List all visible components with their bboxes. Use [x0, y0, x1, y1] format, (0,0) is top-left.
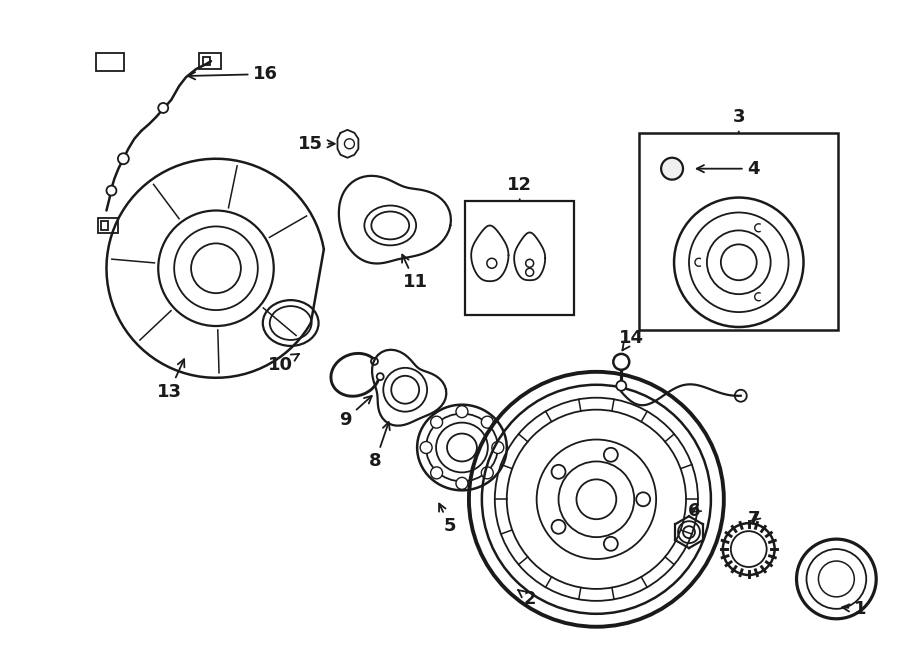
Text: 10: 10 — [268, 354, 299, 374]
Text: 7: 7 — [748, 510, 760, 528]
Bar — [102, 221, 108, 231]
Bar — [639, 133, 839, 330]
Circle shape — [616, 381, 626, 391]
Circle shape — [552, 520, 565, 534]
Text: 5: 5 — [439, 504, 456, 535]
Circle shape — [552, 465, 565, 479]
Text: 11: 11 — [402, 254, 428, 292]
Circle shape — [456, 406, 468, 418]
Circle shape — [662, 158, 683, 180]
Circle shape — [482, 467, 493, 479]
Text: 8: 8 — [369, 422, 390, 471]
Circle shape — [118, 153, 129, 164]
Circle shape — [106, 186, 116, 196]
Bar — [465, 200, 574, 315]
Bar — [199, 53, 221, 69]
Circle shape — [604, 537, 617, 551]
Circle shape — [430, 467, 443, 479]
Text: 2: 2 — [518, 590, 536, 608]
Text: 14: 14 — [618, 329, 644, 350]
Circle shape — [456, 477, 468, 489]
Circle shape — [487, 258, 497, 268]
Circle shape — [482, 416, 493, 428]
Text: 16: 16 — [188, 65, 278, 83]
Text: 12: 12 — [508, 176, 532, 200]
Circle shape — [604, 447, 617, 462]
Text: 3: 3 — [733, 108, 745, 133]
Circle shape — [636, 492, 650, 506]
Circle shape — [526, 268, 534, 276]
Circle shape — [526, 259, 534, 267]
Text: 13: 13 — [157, 360, 184, 401]
Circle shape — [158, 103, 168, 113]
Text: 15: 15 — [298, 135, 335, 153]
Text: 4: 4 — [697, 160, 760, 178]
Text: 9: 9 — [339, 396, 372, 428]
Bar — [203, 57, 210, 65]
Bar — [96, 53, 124, 71]
Text: 1: 1 — [842, 600, 867, 618]
Circle shape — [420, 442, 432, 453]
Circle shape — [430, 416, 443, 428]
Circle shape — [491, 442, 504, 453]
Circle shape — [377, 373, 383, 380]
Text: 6: 6 — [688, 502, 701, 520]
Circle shape — [371, 358, 378, 365]
Bar — [98, 219, 119, 233]
